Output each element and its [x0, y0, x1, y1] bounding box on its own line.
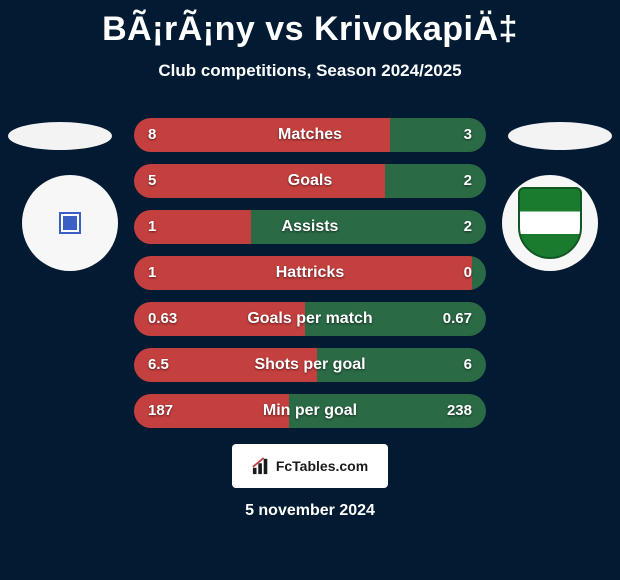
stat-value-right: 6 [464, 348, 472, 382]
stat-label: Shots per goal [134, 348, 486, 382]
right-team-badge-shield [518, 187, 582, 259]
stat-row: 6.5Shots per goal6 [134, 348, 486, 382]
stat-label: Matches [134, 118, 486, 152]
stat-row: 8Matches3 [134, 118, 486, 152]
stat-row: 1Assists2 [134, 210, 486, 244]
stat-row: 1Hattricks0 [134, 256, 486, 290]
stat-value-right: 3 [464, 118, 472, 152]
stat-label: Assists [134, 210, 486, 244]
bar-chart-icon [252, 457, 270, 475]
stat-row: 0.63Goals per match0.67 [134, 302, 486, 336]
stat-label: Min per goal [134, 394, 486, 428]
page-subtitle: Club competitions, Season 2024/2025 [0, 61, 620, 81]
stat-row: 5Goals2 [134, 164, 486, 198]
fctables-logo[interactable]: FcTables.com [232, 444, 388, 488]
left-ellipse-accent [8, 122, 112, 150]
stat-label: Goals per match [134, 302, 486, 336]
stat-value-right: 0 [464, 256, 472, 290]
stat-value-right: 2 [464, 210, 472, 244]
right-ellipse-accent [508, 122, 612, 150]
stat-row: 187Min per goal238 [134, 394, 486, 428]
stat-value-right: 238 [447, 394, 472, 428]
fctables-logo-text: FcTables.com [276, 458, 368, 474]
page-title: BÃ¡rÃ¡ny vs KrivokapiÄ‡ [0, 0, 620, 49]
stat-value-right: 0.67 [443, 302, 472, 336]
footer-date: 5 november 2024 [0, 502, 620, 520]
stat-label: Hattricks [134, 256, 486, 290]
stat-label: Goals [134, 164, 486, 198]
stat-value-right: 2 [464, 164, 472, 198]
right-team-badge [502, 175, 598, 271]
left-team-badge [22, 175, 118, 271]
left-team-badge-inner [61, 214, 79, 232]
stats-container: 8Matches3 5Goals2 1Assists2 1Hattricks0 0.63… [134, 118, 486, 440]
